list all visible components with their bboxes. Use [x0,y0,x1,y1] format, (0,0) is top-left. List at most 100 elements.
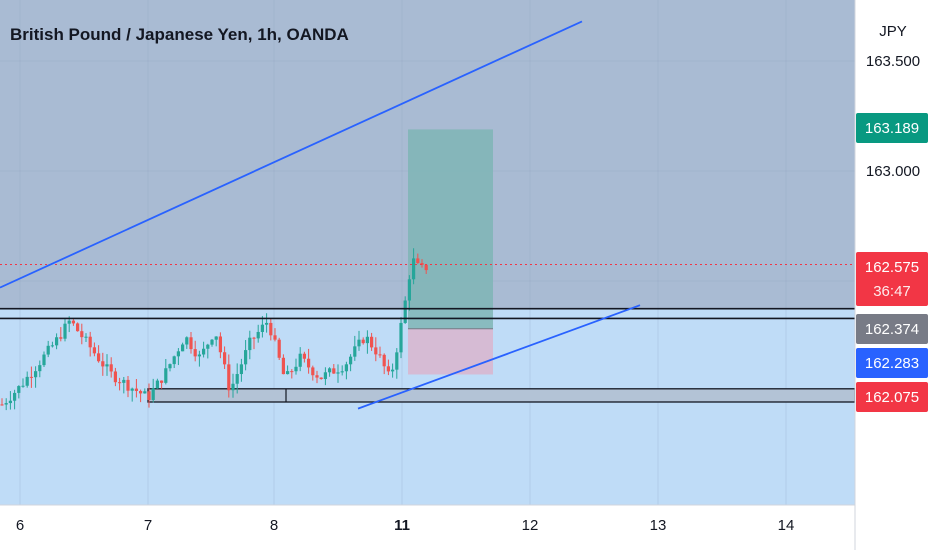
candle-body-76 [319,377,323,380]
candle-body-66 [277,339,281,358]
candle-body-54 [227,364,231,391]
candle-body-27 [113,371,117,383]
candle-body-60 [252,337,256,339]
price-axis-ticks: 163.500 163.000 [866,53,920,180]
candle-body-84 [353,346,357,357]
candle-body-46 [193,349,197,357]
candle-body-52 [218,336,222,353]
candle-body-61 [256,331,260,339]
candle-body-0 [0,404,4,406]
candle-body-65 [273,335,277,340]
price-badges: 163.189 162.575 36:47 162.374 162.283 162.075 [856,113,928,412]
candle-body-43 [181,344,185,352]
candle-body-8 [34,371,38,378]
candle-body-11 [46,345,50,355]
price-badge-label-1: 162.575 [865,259,919,276]
candle-body-95 [399,322,403,353]
candle-body-25 [105,364,109,367]
candle-body-37 [155,380,159,389]
grid-lines [0,0,855,505]
time-tick-13: 13 [650,517,667,534]
candle-body-69 [290,371,294,373]
candle-body-73 [307,358,311,368]
candle-body-71 [298,353,302,367]
price-badge-1 [856,252,928,306]
candle-body-57 [239,364,243,375]
candles [0,248,428,411]
candle-body-98 [412,258,416,280]
candle-body-3 [13,392,17,401]
candle-body-12 [50,345,54,347]
candle-body-40 [168,364,172,369]
candle-body-74 [311,367,315,376]
countdown-label: 36:47 [873,283,911,300]
candle-body-34 [143,391,147,394]
time-tick-7: 7 [144,517,152,534]
candle-body-81 [340,371,344,373]
candle-body-10 [42,354,46,366]
candle-body-23 [97,353,101,362]
candle-body-35 [147,391,151,400]
candle-body-31 [130,388,134,391]
price-badge-label-2: 162.374 [865,321,919,338]
candle-body-88 [370,336,374,348]
candle-body-49 [206,344,210,349]
currency-label: JPY [879,23,907,40]
candle-body-78 [328,368,332,373]
price-badge-0 [856,113,928,143]
candle-body-58 [244,350,248,365]
candle-body-18 [76,323,80,332]
time-tick-8: 8 [270,517,278,534]
time-axis-ticks: 6 7 8 11 12 13 14 [16,517,795,534]
candle-body-29 [122,379,126,383]
candle-body-53 [223,352,227,365]
stop-loss-zone[interactable] [408,328,493,375]
candle-body-2 [8,400,12,404]
candle-body-50 [210,339,214,345]
candle-body-83 [349,356,353,365]
candle-body-28 [118,382,122,384]
candle-body-22 [92,347,96,354]
candle-body-96 [403,300,407,323]
candle-body-39 [164,368,168,383]
candle-body-51 [214,336,218,340]
candle-body-33 [139,390,143,394]
candle-body-17 [71,320,75,324]
candle-body-38 [160,380,164,383]
candle-body-42 [176,351,180,357]
candle-body-44 [185,337,189,345]
candle-body-86 [361,339,365,344]
price-tick-0: 163.500 [866,53,920,70]
upper-trendline[interactable] [0,20,583,289]
chart-title: British Pound / Japanese Yen, 1h, OANDA [10,25,349,44]
candle-body-100 [420,262,424,265]
time-tick-6: 6 [16,517,24,534]
candle-body-6 [25,376,29,386]
candle-body-68 [286,371,290,375]
candle-body-13 [55,337,59,346]
candle-body-26 [109,364,113,372]
candle-body-94 [395,352,399,370]
candle-body-63 [265,322,269,325]
candle-body-91 [382,354,386,367]
price-badge-label-0: 163.189 [865,120,919,137]
candle-body-87 [365,336,369,344]
candle-body-59 [248,337,252,351]
support-zone-rect [147,388,856,403]
candle-body-47 [197,354,201,357]
candle-body-5 [21,385,25,387]
price-badge-3 [856,348,928,378]
candle-body-75 [315,375,319,378]
candle-body-1 [4,403,8,405]
lower-trendline[interactable] [357,304,641,410]
price-badge-4 [856,382,928,412]
candle-body-45 [189,337,193,350]
time-axis-background [0,505,855,550]
candle-body-82 [344,364,348,372]
take-profit-zone[interactable] [408,129,493,329]
candle-body-56 [235,374,239,384]
candle-body-41 [172,356,176,365]
candle-body-97 [407,279,411,301]
candle-body-7 [29,376,33,378]
